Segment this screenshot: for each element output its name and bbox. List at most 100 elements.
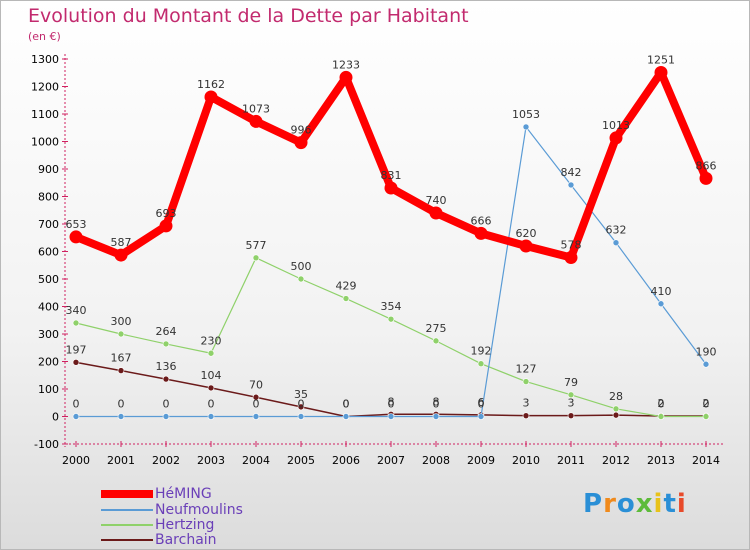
data-label-h-ming: 1162 [197, 78, 225, 91]
data-label-h-ming: 1073 [242, 102, 270, 115]
data-label-barchain: 3 [523, 397, 530, 410]
data-point-h-ming [294, 136, 308, 150]
x-tick-label: 2008 [422, 454, 450, 467]
data-label-neufmoulins: 1053 [512, 108, 540, 121]
y-tick-label: 900 [38, 163, 59, 176]
data-label-h-ming: 1233 [332, 58, 360, 71]
legend-swatch-neufmoulins [101, 509, 153, 511]
data-point-hertzing [612, 405, 620, 413]
data-label-barchain: 6 [478, 396, 485, 409]
data-label-neufmoulins: 0 [433, 398, 440, 411]
data-point-neufmoulins [522, 123, 530, 131]
data-label-barchain: 8 [388, 395, 395, 408]
x-tick-label: 2004 [242, 454, 270, 467]
y-tick-label: 700 [38, 218, 59, 231]
data-point-barchain [72, 359, 80, 366]
data-point-barchain [612, 411, 620, 419]
legend-label-barchain: Barchain [155, 532, 217, 548]
data-point-h-ming [159, 219, 173, 233]
data-point-barchain [297, 403, 305, 411]
data-label-h-ming: 587 [111, 236, 132, 249]
data-label-hertzing: 230 [201, 334, 222, 347]
data-point-neufmoulins [612, 239, 620, 246]
data-label-neufmoulins: 0 [298, 398, 305, 411]
proxiti-logo: Proxiti [583, 489, 687, 519]
y-tick-label: 600 [38, 246, 59, 259]
data-label-hertzing: 0 [658, 398, 665, 411]
data-point-h-ming [609, 131, 623, 145]
y-tick-label: 1000 [31, 136, 59, 149]
data-label-h-ming: 1251 [647, 53, 675, 66]
data-label-neufmoulins: 190 [696, 345, 717, 358]
legend-label-hertzing: Hertzing [155, 517, 215, 533]
data-point-h-ming [429, 206, 443, 220]
data-point-h-ming [474, 226, 488, 240]
data-label-h-ming: 866 [696, 159, 717, 172]
data-label-hertzing: 500 [291, 260, 312, 273]
data-label-barchain: 2 [703, 397, 710, 410]
x-tick-label: 2006 [332, 454, 360, 467]
data-point-barchain [207, 384, 215, 392]
data-point-neufmoulins [252, 413, 260, 420]
y-tick-label: 100 [38, 383, 59, 396]
data-point-hertzing [702, 413, 710, 420]
data-label-hertzing: 577 [246, 239, 267, 252]
legend-label-heming: HéMING [155, 486, 212, 502]
data-point-h-ming [654, 65, 668, 79]
data-label-barchain: 35 [294, 388, 308, 401]
data-point-h-ming [69, 230, 83, 244]
data-point-h-ming [204, 90, 218, 104]
x-tick-label: 2003 [197, 454, 225, 467]
data-label-hertzing: 275 [426, 322, 447, 335]
data-point-hertzing [207, 349, 215, 357]
data-point-neufmoulins [432, 413, 440, 420]
y-tick-label: 500 [38, 273, 59, 286]
legend-swatch-hertzing [101, 524, 153, 526]
chart-subtitle: (en €) [28, 30, 61, 43]
x-tick-label: 2011 [557, 454, 585, 467]
data-label-barchain: 2 [658, 397, 665, 410]
data-point-hertzing [252, 254, 260, 262]
data-label-barchain: 136 [156, 360, 177, 373]
y-tick-label: 300 [38, 328, 59, 341]
data-point-neufmoulins [297, 413, 305, 420]
data-label-neufmoulins: 0 [208, 398, 215, 411]
y-tick-label: 200 [38, 356, 59, 369]
data-label-neufmoulins: 0 [73, 398, 80, 411]
y-tick-label: 1300 [31, 53, 59, 66]
data-label-hertzing: 429 [336, 280, 357, 293]
data-point-neufmoulins [162, 413, 170, 420]
x-tick-label: 2012 [602, 454, 630, 467]
data-point-barchain [117, 367, 125, 374]
data-point-h-ming [519, 239, 533, 253]
x-tick-label: 2002 [152, 454, 180, 467]
data-point-hertzing [432, 337, 440, 345]
x-tick-label: 2009 [467, 454, 495, 467]
data-point-h-ming [114, 248, 128, 262]
data-label-barchain: 8 [433, 395, 440, 408]
data-point-h-ming [339, 70, 353, 84]
data-label-h-ming: 1013 [602, 119, 630, 132]
data-label-neufmoulins: 842 [561, 166, 582, 179]
data-label-hertzing: 79 [564, 376, 578, 389]
data-label-hertzing: 354 [381, 300, 402, 313]
data-label-neufmoulins: 0 [343, 398, 350, 411]
data-label-hertzing: 300 [111, 315, 132, 328]
x-tick-label: 2014 [692, 454, 720, 467]
x-tick-label: 2000 [62, 454, 90, 467]
data-label-neufmoulins: 0 [253, 398, 260, 411]
data-point-neufmoulins [702, 360, 710, 368]
data-label-h-ming: 693 [156, 207, 177, 220]
data-label-barchain: 70 [249, 378, 263, 391]
data-point-barchain [252, 393, 260, 401]
y-tick-label: 0 [52, 411, 59, 424]
data-point-neufmoulins [567, 181, 575, 189]
chart-title: Evolution du Montant de la Dette par Hab… [28, 5, 469, 27]
legend-label-neufmoulins: Neufmoulins [155, 502, 243, 518]
data-label-h-ming: 620 [516, 227, 537, 240]
data-label-neufmoulins: 0 [163, 398, 170, 411]
data-point-h-ming [564, 251, 578, 265]
legend-swatch-barchain [101, 539, 153, 541]
data-point-hertzing [117, 330, 125, 338]
